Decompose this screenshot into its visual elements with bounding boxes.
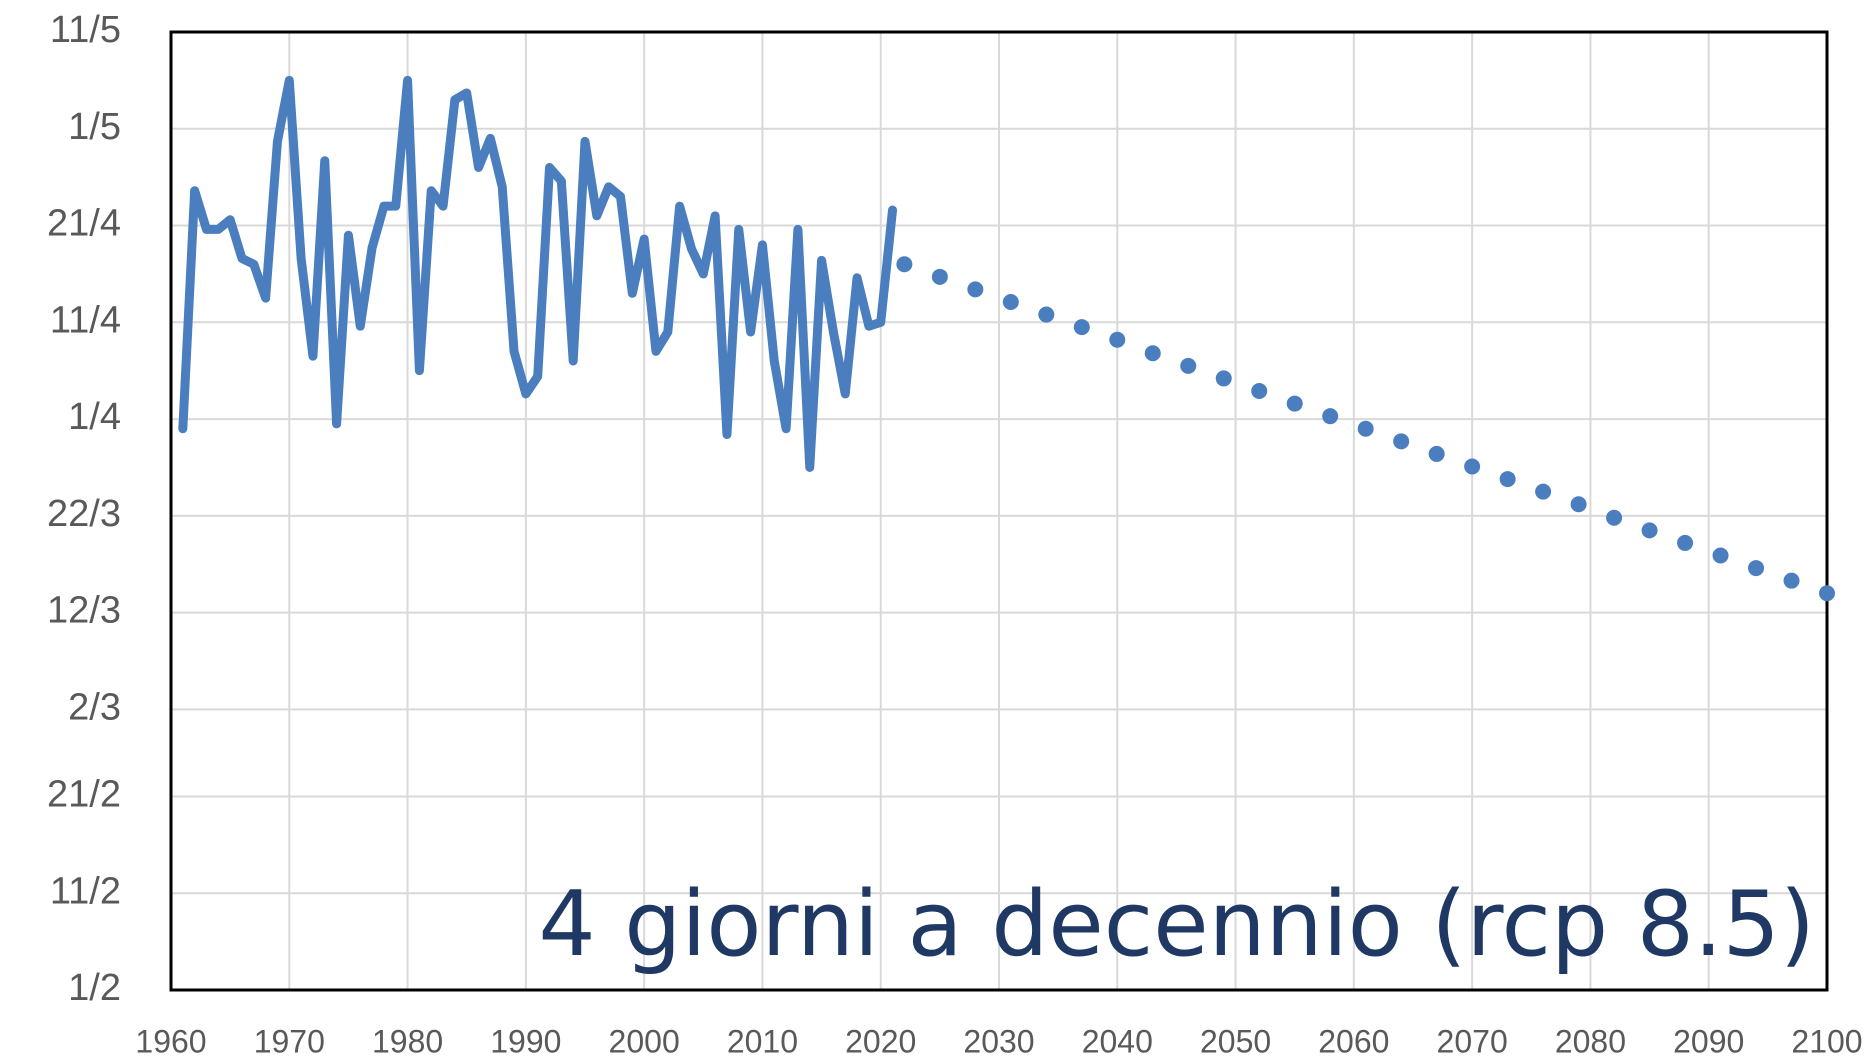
y-tick-label: 2/3 bbox=[68, 686, 121, 728]
trend-dot bbox=[1428, 445, 1445, 462]
annotation: 4 giorni a decennio (rcp 8.5) bbox=[538, 872, 1815, 977]
trend-dot bbox=[1002, 293, 1019, 310]
x-tick-label: 2060 bbox=[1318, 1023, 1389, 1059]
trend-dot bbox=[1819, 585, 1835, 602]
x-tick-label: 2040 bbox=[1082, 1023, 1153, 1059]
plot-frame bbox=[169, 30, 1829, 992]
x-tick-label: 2090 bbox=[1673, 1023, 1744, 1059]
x-tick-label: 1960 bbox=[135, 1023, 206, 1059]
trend-dot bbox=[1499, 471, 1516, 488]
x-tick-label: 2020 bbox=[845, 1023, 916, 1059]
y-tick-label: 1/4 bbox=[68, 396, 121, 438]
trend-dot bbox=[1073, 319, 1090, 336]
series-line bbox=[178, 75, 898, 472]
x-tick-label: 1980 bbox=[372, 1023, 443, 1059]
grid bbox=[169, 30, 1829, 992]
y-tick-label: 21/4 bbox=[47, 203, 121, 245]
x-tick-label: 2080 bbox=[1555, 1023, 1626, 1059]
trend-dot bbox=[1322, 408, 1339, 425]
x-tick-label: 2000 bbox=[609, 1023, 680, 1059]
x-tick-label: 2070 bbox=[1437, 1023, 1508, 1059]
trend-dot bbox=[1215, 370, 1232, 387]
trend-dot bbox=[1144, 345, 1161, 362]
x-tick-label: 1990 bbox=[490, 1023, 561, 1059]
y-tick-label: 21/2 bbox=[47, 773, 121, 815]
trend-dot bbox=[1783, 572, 1800, 589]
trend-dot bbox=[1677, 534, 1694, 551]
x-tick-label: 2100 bbox=[1791, 1023, 1862, 1059]
y-tick-label: 1/5 bbox=[68, 106, 121, 148]
trend-dot bbox=[896, 256, 913, 273]
trend-dot bbox=[1286, 395, 1303, 412]
x-tick-label: 2030 bbox=[963, 1023, 1034, 1059]
x-tick-label: 2010 bbox=[727, 1023, 798, 1059]
x-tick-label: 1970 bbox=[254, 1023, 325, 1059]
trend-dot bbox=[1357, 420, 1374, 437]
trend-dot bbox=[1712, 547, 1729, 564]
trend-dot bbox=[1570, 496, 1587, 513]
x-tick-label: 2050 bbox=[1200, 1023, 1271, 1059]
trend-dot bbox=[1606, 509, 1623, 526]
y-tick-label: 1/2 bbox=[68, 967, 121, 1009]
marks bbox=[178, 75, 1835, 602]
trend-dot bbox=[1038, 306, 1055, 323]
trend-dot bbox=[1251, 383, 1268, 400]
trend-dot bbox=[1641, 522, 1658, 539]
trend-dot bbox=[1180, 357, 1197, 374]
trend-dot bbox=[1748, 560, 1765, 577]
y-tick-label: 12/3 bbox=[47, 590, 121, 632]
trend-dot bbox=[1535, 483, 1552, 500]
trend-dot bbox=[1109, 331, 1126, 348]
trend-dot bbox=[931, 268, 948, 285]
trend-dot bbox=[1464, 458, 1481, 475]
y-tick-label: 22/3 bbox=[47, 493, 121, 535]
trend-dot bbox=[1393, 433, 1410, 450]
y-tick-label: 11/4 bbox=[50, 299, 121, 341]
y-tick-label: 11/5 bbox=[50, 9, 121, 51]
trend-dot bbox=[967, 281, 984, 298]
y-tick-label: 11/2 bbox=[50, 870, 121, 912]
